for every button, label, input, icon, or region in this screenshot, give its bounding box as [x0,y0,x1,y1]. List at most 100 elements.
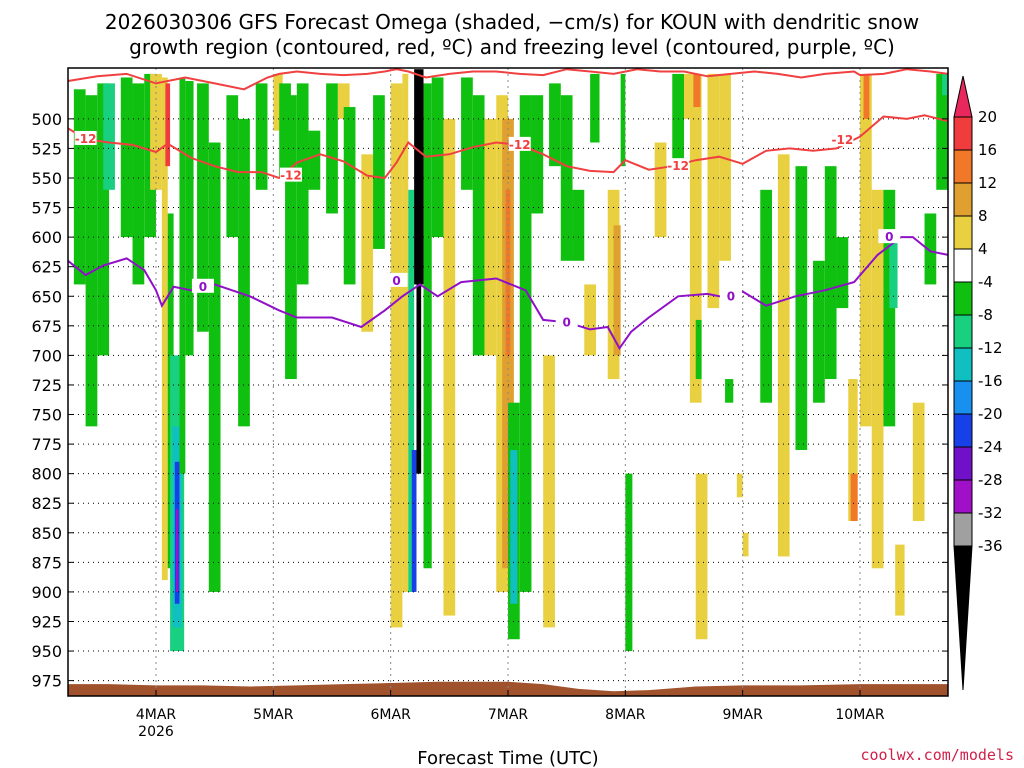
omega-cell-70 [725,379,734,403]
colorbar-box-4 [953,248,973,283]
omega-cell-50 [531,95,544,214]
x-tick-label-6: 10MAR [835,707,884,723]
x-tick-label-1: 5MAR [253,707,294,723]
colorbar-bottom-arrow [953,545,973,691]
y-tick-label-625: 625 [31,258,62,277]
y-tick-label-725: 725 [31,376,62,395]
omega-cell-40 [443,118,456,616]
freezing-label-3-bg [719,288,742,303]
omega-cell-30 [361,154,374,332]
omega-cell-32 [390,83,403,628]
colorbar-label-6: -8 [978,306,993,324]
omega-cell-4 [120,77,133,238]
y-tick-label-575: 575 [31,199,62,218]
omega-cell-64 [689,73,702,403]
dgz-label-0-bg [74,130,97,145]
y-tick-label-700: 700 [31,346,62,365]
ground-surface [68,681,948,696]
omega-cell-90 [942,73,948,96]
x-tick-label-3: 7MAR [488,707,529,723]
omega-cell-71 [736,473,743,498]
colorbar-label-4: 4 [978,240,988,258]
omega-cell-52 [549,83,561,167]
omega-cell-83 [871,189,884,569]
freezing-label-1-bg [385,272,408,287]
omega-cell-67 [695,473,708,640]
freezing-label-4: 0 [885,230,893,244]
omega-cell-61 [654,142,667,238]
credit-text: coolwx.com/models [860,746,1014,764]
y-tick-label-500: 500 [31,110,62,129]
omega-cell-80 [850,473,858,521]
colorbar-box-1 [953,149,973,184]
omega-cell-34 [408,189,415,592]
omega-cell-59 [620,73,626,167]
omega-cell-20 [238,118,250,427]
omega-cell-79 [848,379,858,521]
ground-fill [68,681,948,696]
omega-cell-53 [560,95,573,261]
omega-shading [73,69,948,652]
colorbar-box-12 [953,512,973,547]
dgz-label-2: -12 [509,138,531,152]
omega-cell-62 [672,73,684,167]
dgz-label-4: -12 [832,133,854,147]
omega-cell-73 [760,189,772,403]
colorbar-top-arrow [953,75,973,118]
colorbar-box-5 [953,281,973,316]
omega-cell-76 [813,260,825,403]
y-tick-label-850: 850 [31,524,62,543]
omega-cell-19 [226,95,239,238]
omega-cell-41 [461,77,473,190]
omega-cell-38 [423,83,432,569]
omega-cell-49 [519,95,532,592]
y-axis-ticks: 500 525 550 575 600 625 650 675 700 725 750 775 800 8… [31,110,948,691]
colorbar-label-9: -20 [978,405,1003,423]
omega-cell-22 [273,73,283,131]
x-axis-label: Forecast Time (UTC) [417,748,598,768]
dgz-label-3-bg [667,158,690,173]
colorbar-label-1: 16 [978,141,997,159]
omega-cell-16 [185,81,194,356]
colorbar: 20 16 12 8 4 -4 -8 -12 -16 -20 -24 -28 -32 -36 [953,75,1003,691]
omega-cell-28 [337,83,350,119]
omega-cell-9 [165,83,171,167]
omega-cell-8 [161,77,168,581]
dgz-label-0: -12 [75,132,97,146]
freezing-label-4-bg [878,229,901,244]
colorbar-box-2 [953,182,973,217]
y-tick-label-900: 900 [31,583,62,602]
omega-cell-1 [85,95,98,427]
omega-cell-31 [373,95,385,249]
chart-title-line2: growth region (contoured, red, ºC) and f… [129,35,895,59]
omega-cell-33 [402,73,409,592]
omega-cell-88 [924,213,937,285]
y-tick-label-675: 675 [31,317,62,336]
colorbar-label-7: -12 [978,339,1003,357]
colorbar-box-7 [953,347,973,382]
colorbar-box-6 [953,314,973,349]
omega-cell-24 [285,95,297,380]
omega-cell-35 [411,450,417,592]
colorbar-label-13: -36 [978,537,1003,555]
colorbar-label-10: -24 [978,438,1003,456]
dgz-lower-contour [67,114,949,180]
y-tick-label-875: 875 [31,553,62,572]
y-tick-label-825: 825 [31,494,62,513]
colorbar-label-11: -28 [978,471,1003,489]
y-tick-label-925: 925 [31,612,62,631]
omega-cell-2 [97,83,110,356]
dgz-label-1-bg [279,167,302,182]
colorbar-box-11 [953,479,973,514]
omega-cell-0 [73,89,86,285]
omega-cell-75 [795,166,808,451]
colorbar-label-8: -16 [978,372,1003,390]
omega-cell-29 [343,107,356,285]
y-tick-label-600: 600 [31,228,62,247]
omega-cell-58 [613,225,621,356]
colorbar-label-5: -4 [978,273,993,291]
y-tick-label-950: 950 [31,642,62,661]
omega-cell-5 [132,83,145,285]
